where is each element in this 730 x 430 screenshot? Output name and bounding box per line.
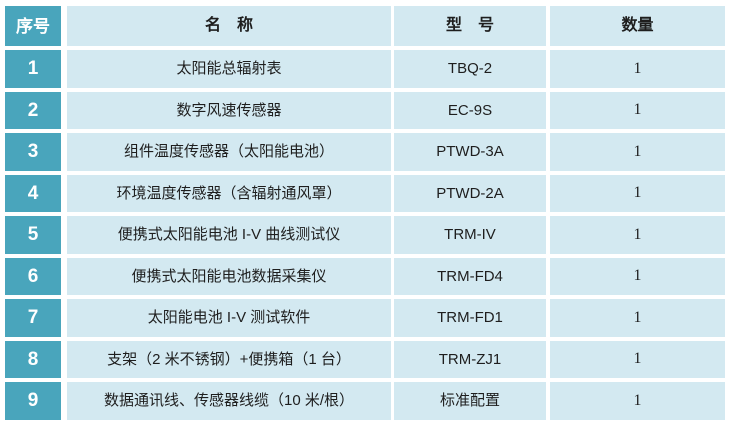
table-row: 5 便携式太阳能电池 I-V 曲线测试仪 TRM-IV 1: [5, 216, 725, 254]
row-index-cell: 4: [5, 174, 61, 212]
equipment-spec-table: 序号 名 称 型 号 数量 1 太阳能总辐射表 TBQ-2 1 2 数字风速传感…: [5, 6, 725, 420]
header-qty: 数量: [550, 6, 725, 46]
model-cell: 标准配置: [394, 382, 546, 420]
row-index-cell: 5: [5, 216, 61, 254]
qty-cell: 1: [550, 299, 725, 337]
model-cell: TRM-FD4: [394, 257, 546, 295]
table-row: 9 数据通讯线、传感器线缆（10 米/根） 标准配置 1: [5, 382, 725, 420]
row-index-cell: 6: [5, 257, 61, 295]
table-row: 6 便携式太阳能电池数据采集仪 TRM-FD4 1: [5, 257, 725, 295]
qty-cell: 1: [550, 50, 725, 88]
qty-cell: 1: [550, 174, 725, 212]
name-cell: 环境温度传感器（含辐射通风罩）: [67, 174, 391, 212]
table-row: 3 组件温度传感器（太阳能电池） PTWD-3A 1: [5, 133, 725, 171]
header-no: 序号: [5, 6, 61, 46]
name-cell: 便携式太阳能电池数据采集仪: [67, 257, 391, 295]
row-index-cell: 3: [5, 133, 61, 171]
table-row: 8 支架（2 米不锈钢）+便携箱（1 台） TRM-ZJ1 1: [5, 340, 725, 378]
name-cell: 太阳能总辐射表: [67, 50, 391, 88]
row-index-cell: 2: [5, 91, 61, 129]
model-cell: PTWD-3A: [394, 133, 546, 171]
row-index-cell: 1: [5, 50, 61, 88]
model-cell: TBQ-2: [394, 50, 546, 88]
table-row: 7 太阳能电池 I-V 测试软件 TRM-FD1 1: [5, 299, 725, 337]
row-index-cell: 7: [5, 299, 61, 337]
model-cell: TRM-IV: [394, 216, 546, 254]
header-row: 序号 名 称 型 号 数量: [5, 6, 725, 46]
table-row: 1 太阳能总辐射表 TBQ-2 1: [5, 50, 725, 88]
qty-cell: 1: [550, 382, 725, 420]
qty-cell: 1: [550, 257, 725, 295]
name-cell: 太阳能电池 I-V 测试软件: [67, 299, 391, 337]
table-row: 4 环境温度传感器（含辐射通风罩） PTWD-2A 1: [5, 174, 725, 212]
name-cell: 便携式太阳能电池 I-V 曲线测试仪: [67, 216, 391, 254]
row-index-cell: 9: [5, 382, 61, 420]
qty-cell: 1: [550, 216, 725, 254]
qty-cell: 1: [550, 133, 725, 171]
model-cell: TRM-ZJ1: [394, 340, 546, 378]
name-cell: 数据通讯线、传感器线缆（10 米/根）: [67, 382, 391, 420]
table-row: 2 数字风速传感器 EC-9S 1: [5, 91, 725, 129]
name-cell: 支架（2 米不锈钢）+便携箱（1 台）: [67, 340, 391, 378]
header-model: 型 号: [394, 6, 546, 46]
name-cell: 数字风速传感器: [67, 91, 391, 129]
header-name: 名 称: [67, 6, 391, 46]
model-cell: TRM-FD1: [394, 299, 546, 337]
row-index-cell: 8: [5, 340, 61, 378]
name-cell: 组件温度传感器（太阳能电池）: [67, 133, 391, 171]
model-cell: PTWD-2A: [394, 174, 546, 212]
qty-cell: 1: [550, 91, 725, 129]
model-cell: EC-9S: [394, 91, 546, 129]
qty-cell: 1: [550, 340, 725, 378]
